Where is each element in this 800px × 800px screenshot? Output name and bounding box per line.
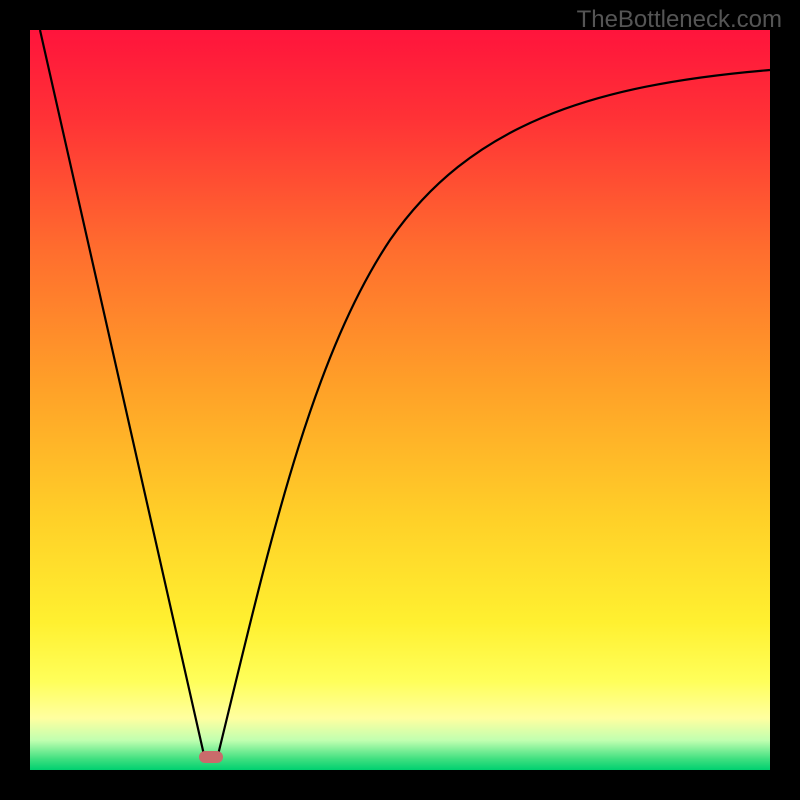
- plot-area: [30, 30, 770, 770]
- watermark-text: TheBottleneck.com: [577, 6, 782, 34]
- chart-container: TheBottleneck.com: [0, 0, 800, 800]
- minimum-marker: [199, 751, 223, 763]
- bottleneck-curve: [30, 30, 770, 770]
